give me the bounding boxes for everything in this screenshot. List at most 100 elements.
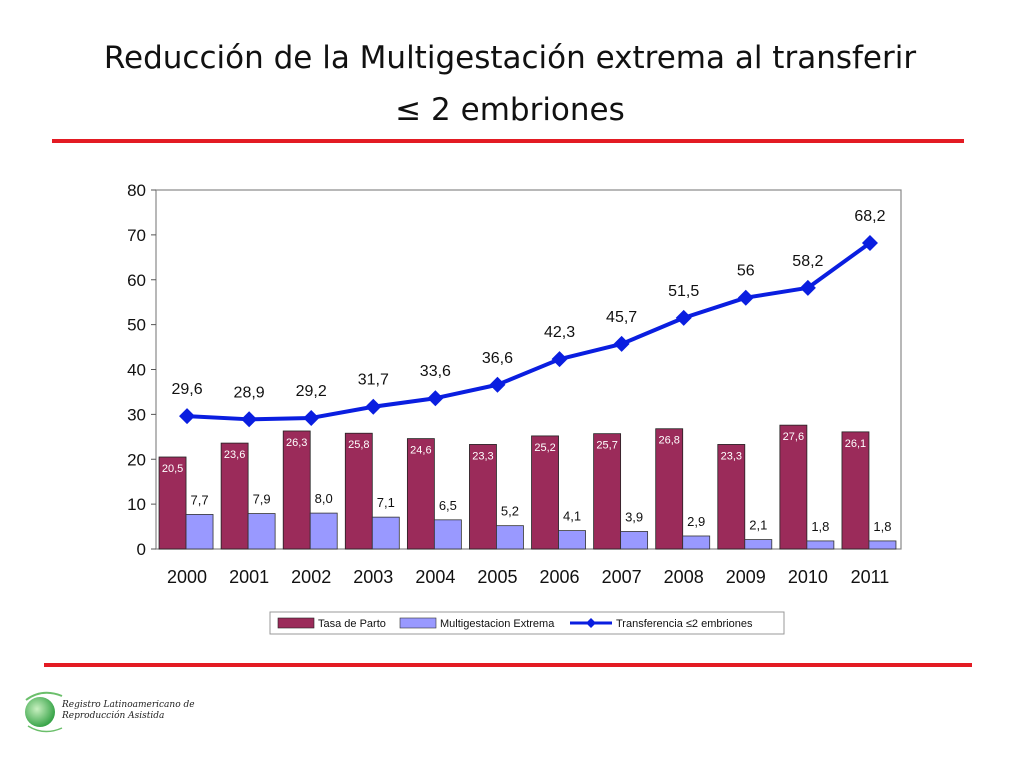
line-point-transferencia [489,376,506,393]
bar-label-multigestacion: 7,7 [191,492,209,507]
bar-multigestacion [682,535,711,550]
line-label-transferencia: 58,2 [792,253,823,270]
y-tick-label: 10 [127,495,146,514]
legend-label-multigestacion: Multigestacion Extrema [440,618,555,630]
bar-tasa-de-parto [717,444,746,550]
bar-tasa-de-parto [655,428,684,550]
logo-text-line-1: Registro Latinoamericano de [62,700,195,710]
line-label-transferencia: 28,9 [234,384,265,401]
bar-multigestacion [558,530,586,550]
legend-swatch-transferencia-marker [586,618,596,628]
slide-title-line-2: ≤ 2 embriones [395,92,625,128]
bar-label-tasa-de-parto: 23,3 [472,450,493,462]
line-point-transferencia [675,309,692,326]
bar-tasa-de-parto [779,424,808,550]
line-point-transferencia [799,279,816,296]
bar-multigestacion [868,540,897,550]
bar-label-multigestacion: 1,8 [873,519,891,534]
line-point-transferencia [427,390,444,407]
line-label-transferencia: 42,3 [544,324,575,341]
logo-text-line-2: Reproducción Asistida [62,711,165,721]
line-label-transferencia: 51,5 [668,283,699,300]
legend-swatch-tasa-de-parto [277,617,315,629]
line-label-transferencia: 56 [737,263,755,280]
y-tick-label: 20 [127,450,146,469]
bar-label-multigestacion: 5,2 [501,504,519,519]
bar-tasa-de-parto [282,430,311,550]
line-label-transferencia: 29,2 [296,383,327,400]
y-tick-label: 40 [127,361,146,380]
bar-multigestacion [309,512,338,550]
bar-label-multigestacion: 1,8 [811,519,829,534]
bar-tasa-de-parto [158,456,187,550]
bar-label-tasa-de-parto: 23,3 [721,450,742,462]
line-label-transferencia: 36,6 [482,350,513,367]
bar-label-multigestacion: 6,5 [439,498,457,513]
bottom-divider [44,663,972,667]
bar-tasa-de-parto [406,438,435,550]
y-tick-label: 50 [127,316,146,335]
x-tick-label: 2011 [851,567,890,587]
x-tick-label: 2007 [602,567,642,587]
line-transferencia [186,241,872,422]
line-point-transferencia [551,351,568,368]
top-divider [52,139,964,143]
bar-label-tasa-de-parto: 20,5 [162,463,183,475]
bar-multigestacion [806,540,835,550]
bar-label-tasa-de-parto: 25,7 [596,440,617,452]
bar-multigestacion [496,525,524,550]
bar-multigestacion [433,519,462,550]
x-tick-label: 2002 [291,567,331,587]
line-label-transferencia: 33,6 [420,363,451,380]
registry-logo-text: Registro Latinoamericano de Reproducción… [62,700,195,722]
slide-title: Reducción de la Multigestación extrema a… [40,32,980,136]
slide-title-line-1: Reducción de la Multigestación extrema a… [103,40,917,76]
bar-label-multigestacion: 7,9 [253,492,271,507]
line-point-transferencia [365,398,382,415]
x-tick-label: 2000 [167,567,207,587]
line-point-transferencia [303,409,320,426]
line-label-transferencia: 68,2 [854,208,885,225]
y-tick-label: 70 [127,226,146,245]
x-tick-label: 2001 [229,567,269,587]
plot-area [155,189,902,550]
line-point-transferencia [861,234,878,251]
bar-label-multigestacion: 8,0 [315,491,333,506]
bar-multigestacion [620,531,649,550]
bar-multigestacion [744,539,773,550]
y-tick-label: 60 [127,271,146,290]
bar-tasa-de-parto [344,432,373,550]
chart: 0 10 20 30 40 50 60 70 80 20,5 7,7 2000 23,6 7,9 2001 2… [127,181,902,635]
bar-label-multigestacion: 2,1 [749,518,767,533]
bar-label-tasa-de-parto: 26,3 [286,437,307,449]
bar-label-multigestacion: 3,9 [625,509,643,524]
bar-multigestacion [371,516,400,550]
bar-label-tasa-de-parto: 23,6 [224,449,245,461]
y-tick-label: 30 [127,405,146,424]
registry-logo-icon [25,691,63,733]
line-point-transferencia [613,335,630,352]
x-tick-label: 2005 [477,567,517,587]
x-tick-label: 2010 [788,567,828,587]
y-tick-label: 0 [137,540,146,559]
legend-label-transferencia: Transferencia ≤2 embriones [616,618,753,630]
x-tick-label: 2004 [415,567,455,587]
bar-label-tasa-de-parto: 24,6 [410,445,431,457]
line-point-transferencia [737,289,754,306]
bar-label-tasa-de-parto: 27,6 [783,431,804,443]
bar-label-multigestacion: 4,1 [563,509,581,524]
bar-label-tasa-de-parto: 26,8 [658,435,679,447]
bar-label-tasa-de-parto: 26,1 [845,438,866,450]
bar-label-tasa-de-parto: 25,8 [348,439,369,451]
bar-tasa-de-parto [220,442,249,550]
bar-label-multigestacion: 7,1 [377,495,395,510]
bar-multigestacion [247,513,276,550]
bar-tasa-de-parto [841,431,870,550]
x-tick-label: 2008 [664,567,704,587]
legend-swatch-multigestacion [399,617,437,629]
bar-multigestacion [185,514,214,550]
x-tick-label: 2009 [726,567,766,587]
line-label-transferencia: 31,7 [358,372,389,389]
x-tick-label: 2006 [540,567,580,587]
x-tick-label: 2003 [353,567,393,587]
